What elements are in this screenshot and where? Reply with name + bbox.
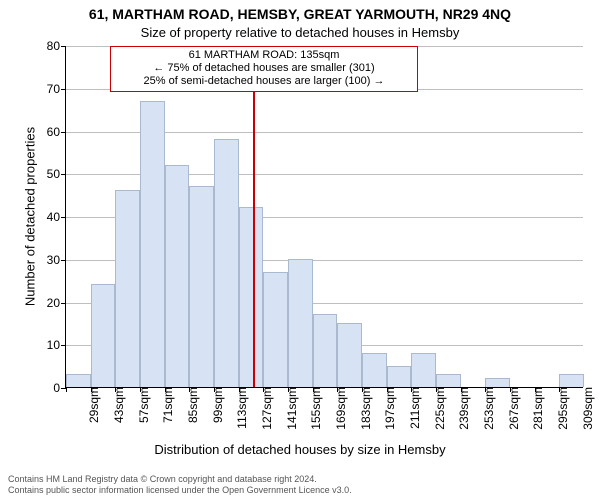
- xtick-mark: [91, 387, 92, 392]
- xtick-label: 295sqm: [552, 387, 570, 430]
- histogram-bar: [189, 186, 214, 387]
- xtick-mark: [115, 387, 116, 392]
- xtick-label: 169sqm: [330, 387, 348, 430]
- xtick-mark: [387, 387, 388, 392]
- xtick-mark: [140, 387, 141, 392]
- xtick-label: 281sqm: [527, 387, 545, 430]
- ytick-mark: [61, 132, 66, 133]
- histogram-bar: [485, 378, 510, 387]
- histogram-bar: [239, 207, 264, 387]
- annotation-box: 61 MARTHAM ROAD: 135sqm ← 75% of detache…: [110, 46, 418, 92]
- xtick-label: 239sqm: [453, 387, 471, 430]
- xtick-label: 141sqm: [281, 387, 299, 430]
- xtick-label: 267sqm: [503, 387, 521, 430]
- histogram-bar: [115, 190, 140, 387]
- xtick-label: 155sqm: [305, 387, 323, 430]
- xtick-mark: [214, 387, 215, 392]
- ytick-mark: [61, 174, 66, 175]
- histogram-bar: [387, 366, 412, 387]
- xtick-mark: [461, 387, 462, 392]
- histogram-bar: [140, 101, 165, 387]
- plot-area: 0102030405060708029sqm43sqm57sqm71sqm85s…: [65, 46, 583, 388]
- histogram-bar: [337, 323, 362, 387]
- xtick-label: 127sqm: [256, 387, 274, 430]
- xtick-mark: [362, 387, 363, 392]
- histogram-bar: [436, 374, 461, 387]
- histogram-bar: [559, 374, 584, 387]
- y-axis-label: Number of detached properties: [23, 107, 38, 327]
- xtick-mark: [535, 387, 536, 392]
- histogram-bar: [288, 259, 313, 387]
- xtick-mark: [189, 387, 190, 392]
- xtick-label: 71sqm: [157, 387, 175, 423]
- xtick-label: 211sqm: [404, 387, 422, 429]
- xtick-label: 99sqm: [207, 387, 225, 423]
- xtick-label: 113sqm: [231, 387, 249, 429]
- histogram-bar: [313, 314, 338, 387]
- histogram-chart: 61, MARTHAM ROAD, HEMSBY, GREAT YARMOUTH…: [0, 0, 600, 500]
- histogram-bar: [411, 353, 436, 387]
- xtick-mark: [263, 387, 264, 392]
- xtick-label: 57sqm: [133, 387, 151, 423]
- xtick-mark: [485, 387, 486, 392]
- histogram-bar: [91, 284, 116, 387]
- histogram-bar: [263, 272, 288, 387]
- xtick-mark: [337, 387, 338, 392]
- ytick-mark: [61, 345, 66, 346]
- chart-title-sub: Size of property relative to detached ho…: [0, 25, 600, 40]
- ytick-mark: [61, 217, 66, 218]
- xtick-label: 309sqm: [577, 387, 595, 430]
- histogram-bar: [214, 139, 239, 387]
- footer-line1: Contains HM Land Registry data © Crown c…: [8, 474, 352, 485]
- annotation-line2: ← 75% of detached houses are smaller (30…: [117, 62, 411, 75]
- xtick-mark: [239, 387, 240, 392]
- xtick-mark: [411, 387, 412, 392]
- xtick-mark: [66, 387, 67, 392]
- histogram-bar: [66, 374, 91, 387]
- footer-attribution: Contains HM Land Registry data © Crown c…: [8, 474, 352, 496]
- ytick-mark: [61, 303, 66, 304]
- xtick-mark: [510, 387, 511, 392]
- chart-title-main: 61, MARTHAM ROAD, HEMSBY, GREAT YARMOUTH…: [0, 6, 600, 22]
- annotation-line3: 25% of semi-detached houses are larger (…: [117, 75, 411, 88]
- xtick-label: 225sqm: [429, 387, 447, 430]
- xtick-label: 197sqm: [379, 387, 397, 430]
- xtick-label: 253sqm: [478, 387, 496, 430]
- xtick-label: 43sqm: [108, 387, 126, 423]
- xtick-mark: [313, 387, 314, 392]
- xtick-mark: [436, 387, 437, 392]
- xtick-label: 183sqm: [355, 387, 373, 430]
- xtick-mark: [288, 387, 289, 392]
- x-axis-label: Distribution of detached houses by size …: [0, 442, 600, 457]
- histogram-bar: [165, 165, 190, 387]
- reference-line: [253, 46, 255, 387]
- histogram-bar: [362, 353, 387, 387]
- xtick-label: 85sqm: [182, 387, 200, 423]
- ytick-mark: [61, 260, 66, 261]
- ytick-mark: [61, 46, 66, 47]
- xtick-mark: [165, 387, 166, 392]
- xtick-mark: [559, 387, 560, 392]
- annotation-line1: 61 MARTHAM ROAD: 135sqm: [117, 49, 411, 62]
- xtick-label: 29sqm: [83, 387, 101, 423]
- footer-line2: Contains public sector information licen…: [8, 485, 352, 496]
- ytick-mark: [61, 89, 66, 90]
